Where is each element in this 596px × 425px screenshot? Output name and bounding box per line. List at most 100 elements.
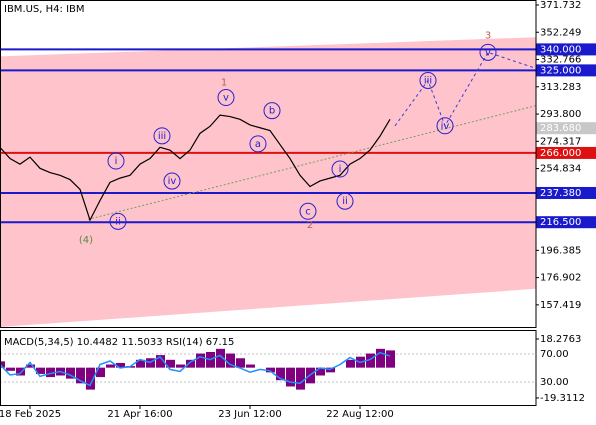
wave-circle — [153, 127, 171, 145]
level-label: 325.000 — [540, 65, 581, 76]
wave-label: v — [223, 93, 229, 104]
level-label: 340.000 — [540, 44, 581, 55]
macd-bar — [96, 367, 105, 378]
macd-bar — [166, 359, 175, 368]
wave-label: 3 — [485, 30, 491, 41]
macd-bar — [346, 359, 355, 368]
macd-bar — [196, 353, 205, 368]
wave-label: ii — [115, 216, 121, 227]
wave-circle — [217, 89, 235, 107]
macd-bar — [66, 367, 75, 379]
level-label-box — [536, 64, 596, 77]
macd-bar — [286, 367, 295, 387]
macd-bar — [296, 367, 305, 390]
wave-label: i — [339, 164, 342, 175]
indicator-title: MACD(5,34,5) 10.4482 11.5033 RSI(14) 67.… — [4, 337, 234, 348]
y-tick-label: 293.800 — [540, 109, 581, 120]
projection — [394, 51, 537, 127]
wave-label: b — [269, 106, 275, 117]
macd-bar — [86, 367, 95, 390]
indicator-border — [0, 330, 537, 406]
wave-label: iii — [158, 131, 166, 142]
wave-label: (4) — [79, 235, 93, 246]
macd-bar — [176, 364, 185, 368]
wave-circle — [163, 172, 181, 190]
wave-circle — [331, 160, 349, 178]
wave-circle — [299, 202, 317, 220]
y-tick-label: 274.317 — [540, 136, 581, 147]
wave-circle — [249, 135, 267, 153]
current-price-box — [536, 122, 596, 135]
wave-circle — [419, 71, 437, 89]
current-price-label: 283.680 — [540, 123, 581, 134]
y2-tick-label: 30.00 — [540, 377, 569, 388]
wave-label: i — [115, 156, 118, 167]
y-tick-label: 196.385 — [540, 245, 581, 256]
y-tick-label: 313.283 — [540, 82, 581, 93]
macd-bar — [366, 353, 375, 368]
y2-tick-label: 70.00 — [540, 349, 569, 360]
macd-bar — [216, 348, 225, 368]
macd-bar — [266, 367, 275, 373]
level-label: 216.500 — [540, 217, 581, 228]
price-line — [0, 114, 391, 222]
channel — [0, 37, 536, 327]
plot-border — [0, 0, 537, 328]
wave-circle — [263, 102, 281, 120]
wave-label: a — [255, 139, 261, 150]
level-label-box — [536, 186, 596, 199]
macd-bar — [246, 364, 255, 368]
wave-label: iv — [441, 121, 450, 132]
y-tick-label: -19.3112 — [540, 393, 585, 404]
wave-label: 2 — [307, 220, 313, 231]
wave-circle — [107, 152, 125, 170]
macd-bar — [236, 358, 245, 368]
wave-circle — [336, 192, 354, 210]
wave-circle — [109, 212, 127, 230]
y-tick-label: 371.732 — [540, 0, 581, 11]
x-tick-label: 21 Apr 16:00 — [107, 409, 172, 420]
wave-label: iii — [424, 75, 432, 86]
macd-bar — [276, 367, 285, 381]
macd-bar — [0, 361, 5, 368]
macd-bar — [26, 364, 35, 368]
wave-circle — [436, 117, 454, 135]
level-label-box — [536, 216, 596, 229]
macd-bar — [386, 350, 395, 368]
x-tick-label: 18 Feb 2025 — [0, 409, 61, 420]
macd-bar — [116, 362, 125, 368]
macd-bar — [136, 359, 145, 368]
chart-title: IBM.US, H4: IBM — [4, 4, 85, 15]
level-label: 266.000 — [540, 148, 581, 159]
level-label-box — [536, 43, 596, 56]
trend-line — [87, 105, 537, 220]
macd-bar — [46, 367, 55, 378]
macd-bar — [156, 355, 165, 368]
wave-label: v — [485, 47, 491, 58]
y-tick-label: 157.419 — [540, 300, 581, 311]
macd-bar — [76, 367, 85, 384]
y-tick-label: 254.834 — [540, 164, 581, 175]
wave-label: ii — [342, 196, 348, 207]
macd-bar — [106, 364, 115, 368]
macd-bar — [6, 367, 15, 371]
x-tick-label: 22 Aug 12:00 — [326, 409, 393, 420]
wave-label: c — [305, 206, 311, 217]
rsi-line — [0, 351, 391, 387]
macd-bar — [326, 367, 335, 373]
x-tick-label: 23 Jun 12:00 — [218, 409, 282, 420]
macd-bar — [316, 367, 325, 376]
y-tick-label: 176.902 — [540, 273, 581, 284]
wave-label: 1 — [221, 77, 227, 88]
wave-label: iv — [168, 176, 177, 187]
macd-bar — [16, 367, 25, 376]
wave-circle — [479, 43, 497, 61]
y-tick-label: 332.766 — [540, 55, 581, 66]
level-label: 237.380 — [540, 188, 581, 199]
macd-bar — [186, 359, 195, 368]
macd-bar — [226, 353, 235, 368]
y-tick-label: 18.2763 — [540, 334, 581, 345]
macd-bar — [376, 348, 385, 368]
macd-bar — [36, 367, 45, 374]
